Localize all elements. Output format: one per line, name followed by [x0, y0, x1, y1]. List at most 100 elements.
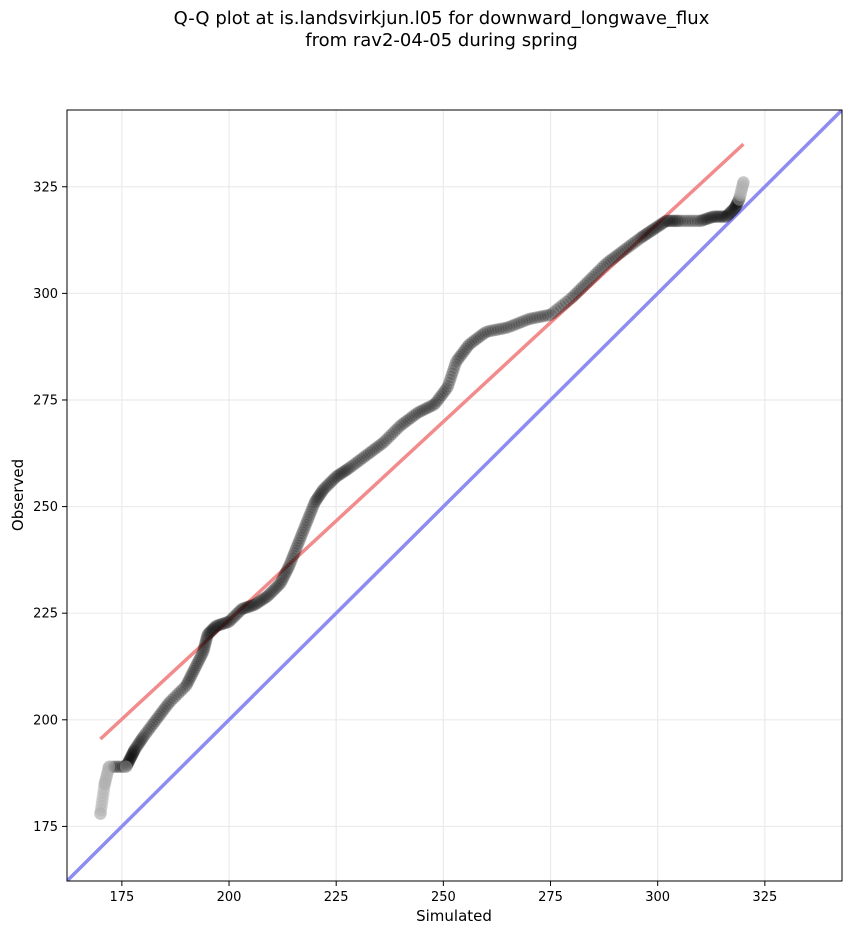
y-tick-label: 175 — [33, 820, 58, 835]
qq-point — [659, 215, 672, 228]
qq-point — [619, 242, 632, 256]
qq-point — [515, 315, 529, 329]
qq-point — [316, 484, 329, 498]
qq-point — [584, 273, 597, 286]
qq-point — [255, 593, 269, 607]
qq-point — [171, 687, 185, 701]
qq-point — [577, 279, 591, 292]
qq-point — [328, 472, 341, 485]
qq-point — [526, 312, 539, 325]
qq-point-tail — [102, 760, 116, 773]
qq-point — [298, 521, 311, 534]
qq-point — [456, 346, 469, 360]
qq-point — [475, 329, 488, 342]
qq-point — [346, 459, 359, 472]
qq-point — [437, 386, 450, 399]
qq-point — [123, 753, 136, 767]
qq-point — [720, 209, 734, 223]
qq-point — [98, 775, 112, 789]
qq-point — [536, 310, 549, 323]
qq-point — [367, 443, 380, 457]
qq-point — [149, 714, 162, 728]
qq-point — [454, 348, 468, 362]
qq-point — [224, 614, 237, 627]
qq-point — [181, 677, 194, 690]
qq-point — [193, 652, 206, 665]
qq-point — [352, 454, 365, 468]
qq-point — [653, 219, 666, 232]
qq-point — [702, 212, 715, 225]
qq-point — [627, 236, 641, 249]
qq-point — [315, 486, 328, 499]
qq-point — [196, 646, 210, 659]
qq-point — [489, 323, 502, 337]
qq-point — [192, 654, 205, 667]
qq-point — [329, 470, 343, 484]
qq-point — [406, 410, 420, 423]
qq-point — [285, 552, 299, 565]
qq-point — [188, 662, 201, 676]
qq-point — [344, 461, 357, 474]
qq-point — [348, 457, 361, 471]
qq-point — [560, 295, 573, 309]
qq-point — [124, 751, 137, 765]
qq-point — [307, 498, 321, 511]
qq-point — [309, 494, 323, 507]
qq-point — [325, 475, 338, 488]
qq-point — [289, 544, 302, 558]
qq-point — [211, 619, 225, 632]
qq-point — [306, 500, 320, 514]
qq-point — [533, 310, 547, 323]
qq-point — [96, 789, 110, 802]
qq-point — [208, 621, 221, 635]
qq-point — [398, 416, 411, 429]
qq-point — [286, 549, 300, 563]
qq-point — [640, 227, 653, 241]
qq-point — [227, 610, 240, 624]
qq-point — [318, 481, 332, 495]
qq-point — [573, 283, 587, 296]
qq-point — [699, 213, 712, 226]
qq-point — [427, 398, 440, 411]
qq-point-tail — [119, 760, 133, 773]
qq-point — [379, 433, 392, 447]
qq-point — [127, 745, 140, 759]
qq-point — [554, 300, 568, 313]
x-tick-label: 300 — [645, 890, 670, 905]
qq-point — [700, 212, 714, 225]
grid — [67, 110, 842, 881]
qq-point — [419, 402, 432, 416]
qq-point — [484, 324, 497, 338]
qq-point — [295, 529, 308, 542]
qq-point — [152, 710, 165, 723]
qq-point — [625, 238, 639, 251]
qq-point — [108, 760, 121, 773]
qq-point — [126, 746, 140, 760]
qq-point — [274, 576, 287, 590]
qq-point — [337, 465, 350, 478]
qq-point — [651, 220, 664, 233]
qq-point — [291, 539, 304, 552]
qq-point — [425, 399, 438, 412]
qq-point — [377, 436, 390, 449]
chart-title-line-2: from rav2-04-05 during spring — [305, 30, 578, 51]
qq-point — [97, 785, 110, 799]
qq-point — [736, 180, 749, 193]
qq-point — [198, 639, 211, 653]
qq-point — [607, 252, 620, 265]
qq-point — [311, 491, 325, 504]
qq-point — [590, 266, 603, 280]
qq-point-tail — [94, 807, 107, 820]
qq-point — [412, 405, 426, 419]
qq-point — [281, 562, 295, 575]
qq-point — [202, 626, 216, 640]
qq-point — [297, 524, 310, 537]
qq-point — [225, 612, 239, 625]
qq-point — [602, 255, 616, 268]
qq-point — [120, 759, 134, 772]
qq-point — [356, 451, 370, 465]
qq-point — [335, 466, 349, 479]
qq-point — [373, 439, 386, 452]
qq-point — [505, 319, 518, 333]
qq-point — [199, 637, 212, 651]
